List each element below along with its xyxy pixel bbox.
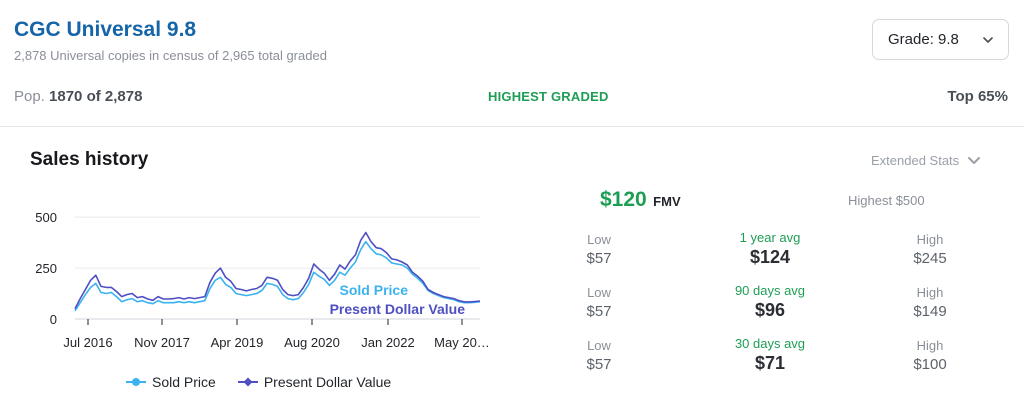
- avg-cell: 30 days avg $71: [705, 336, 835, 374]
- grade-select[interactable]: Grade: 9.8: [872, 19, 1009, 60]
- low-value: $57: [586, 250, 612, 267]
- high-label: High: [916, 338, 944, 353]
- avg-cell: 1 year avg $124: [705, 230, 835, 268]
- fmv-value: $120: [600, 188, 647, 211]
- legend-marker-sold-price: [126, 378, 146, 386]
- legend-item-present-value[interactable]: Present Dollar Value: [237, 374, 392, 390]
- top-percent: Top 65%: [947, 88, 1008, 105]
- population-label: Pop.: [14, 88, 45, 105]
- y-tick-label: 0: [50, 312, 57, 327]
- page-title: CGC Universal 9.8: [14, 18, 197, 41]
- extended-stats-toggle[interactable]: Extended Stats: [871, 153, 981, 168]
- stats-row-30-days: Low $57 30 days avg $71 High $100: [560, 336, 990, 388]
- y-tick-label: 500: [35, 210, 57, 225]
- low-label: Low: [587, 232, 611, 247]
- chart-legend: Sold Price Present Dollar Value: [126, 374, 413, 390]
- high-value: $149: [913, 303, 947, 320]
- low-label: Low: [587, 285, 611, 300]
- low-cell: Low $57: [560, 338, 638, 373]
- legend-label-sold-price: Sold Price: [152, 374, 216, 390]
- chevron-down-icon: [983, 37, 993, 43]
- y-tick-label: 250: [35, 261, 57, 276]
- sold-price-inline-label: Sold Price: [340, 282, 409, 298]
- fmv-label: FMV: [653, 194, 681, 209]
- low-cell: Low $57: [560, 285, 638, 320]
- chevron-down-icon: [968, 156, 981, 164]
- sold-price-line[interactable]: [74, 240, 481, 312]
- high-cell: High $149: [890, 285, 970, 320]
- high-value: $100: [913, 356, 947, 373]
- x-tick-label: Jul 2016: [63, 335, 112, 350]
- high-label: High: [916, 285, 944, 300]
- fmv-display: $120 FMV: [600, 188, 681, 212]
- present-value-inline-label: Present Dollar Value: [330, 301, 466, 317]
- avg-cell: 90 days avg $96: [705, 283, 835, 321]
- x-tick-label: Nov 2017: [134, 335, 190, 350]
- low-value: $57: [586, 303, 612, 320]
- population-count: Pop. 1870 of 2,878: [14, 88, 142, 105]
- legend-item-sold-price[interactable]: Sold Price: [126, 374, 216, 390]
- legend-label-present-value: Present Dollar Value: [263, 374, 392, 390]
- avg-value: $124: [749, 247, 791, 267]
- high-label: High: [916, 232, 944, 247]
- population-value: 1870 of 2,878: [49, 88, 143, 105]
- high-cell: High $100: [890, 338, 970, 373]
- highest-price: Highest $500: [848, 193, 925, 208]
- stats-row-1-year: Low $57 1 year avg $124 High $245: [560, 230, 990, 282]
- avg-label: 90 days avg: [734, 283, 806, 298]
- census-subtitle: 2,878 Universal copies in census of 2,96…: [14, 48, 327, 63]
- highest-graded-badge: HIGHEST GRADED: [488, 89, 609, 104]
- x-tick-label: May 20…: [434, 335, 490, 350]
- avg-label: 1 year avg: [739, 230, 801, 245]
- grade-select-label: Grade: 9.8: [888, 31, 959, 48]
- x-tick-label: Jan 2022: [361, 335, 415, 350]
- legend-marker-present-value: [237, 377, 258, 387]
- sales-history-title: Sales history: [30, 149, 149, 170]
- x-tick-label: Aug 2020: [284, 335, 340, 350]
- low-label: Low: [587, 338, 611, 353]
- x-tick-label: Apr 2019: [211, 335, 264, 350]
- high-cell: High $245: [890, 232, 970, 267]
- extended-stats-label: Extended Stats: [871, 153, 960, 168]
- low-value: $57: [586, 356, 612, 373]
- stats-row-90-days: Low $57 90 days avg $96 High $149: [560, 283, 990, 335]
- avg-label: 30 days avg: [734, 336, 806, 351]
- present-dollar-value-line[interactable]: [74, 231, 481, 310]
- section-divider: [0, 126, 1024, 127]
- high-value: $245: [913, 250, 947, 267]
- avg-value: $96: [754, 300, 786, 320]
- sales-history-chart[interactable]: 0 250 500 Jul 2016 Nov 2017 Apr 2019 Aug 2020 J…: [0, 195, 500, 365]
- avg-value: $71: [754, 353, 786, 373]
- low-cell: Low $57: [560, 232, 638, 267]
